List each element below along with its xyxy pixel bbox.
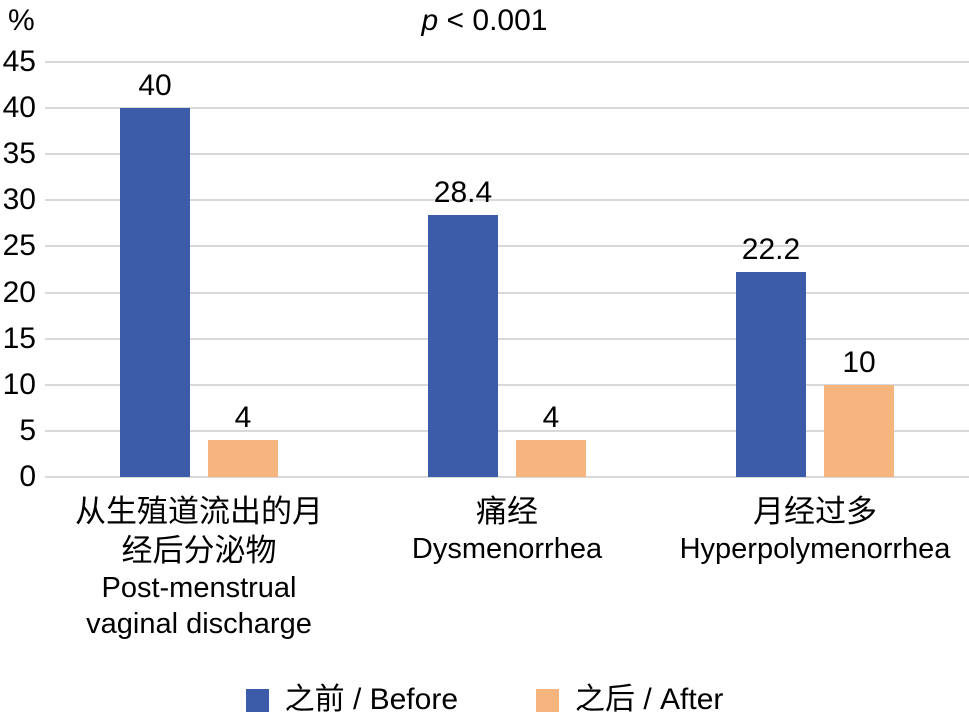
y-tick-label-20: 20 xyxy=(2,275,36,309)
y-tick-label-25: 25 xyxy=(2,229,36,263)
category-label-2: 月经过多 Hyperpolymenorrhea xyxy=(661,492,969,642)
gridline-45 xyxy=(45,61,969,63)
before-swatch-icon xyxy=(245,688,269,712)
x-axis-labels: 从生殖道流出的月 经后分泌物 Post-menstrual vaginal disch… xyxy=(45,492,969,642)
y-tick-label-10: 10 xyxy=(2,367,36,401)
before-bar-2: 22.2 xyxy=(736,234,806,477)
category-en-line: vaginal discharge xyxy=(86,608,312,640)
bar-value-label: 28.4 xyxy=(433,176,493,210)
gridline-25 xyxy=(45,245,969,248)
bar-groups: 40 4 28.4 4 22.2 10 xyxy=(45,62,969,477)
legend: 之前 / Before 之后 / After xyxy=(0,684,969,716)
gridline-5 xyxy=(45,429,969,432)
category-zh-line: 痛经 xyxy=(476,494,538,529)
after-swatch-icon xyxy=(536,688,560,712)
gridline-15 xyxy=(45,337,969,340)
bar-group-2: 22.2 10 xyxy=(661,62,969,477)
y-tick-label-5: 5 xyxy=(19,413,36,447)
category-zh-line: 月经过多 xyxy=(753,494,877,529)
legend-label: 之后 / After xyxy=(575,683,724,716)
y-tick-label-35: 35 xyxy=(2,137,36,171)
p-value-text: < 0.001 xyxy=(438,4,548,37)
y-tick-label-40: 40 xyxy=(2,91,36,125)
bar-value-label: 4 xyxy=(234,401,252,435)
category-en-line: Hyperpolymenorrhea xyxy=(679,533,951,565)
category-en-line: Dysmenorrhea xyxy=(411,533,603,565)
y-axis-ticks: 0 5 10 15 20 25 30 35 40 45 xyxy=(0,47,36,492)
legend-item-before: 之前 / Before xyxy=(245,683,459,716)
before-bar-0: 40 xyxy=(120,70,190,477)
gridline-40 xyxy=(45,107,969,110)
legend-label: 之前 / Before xyxy=(284,683,459,716)
legend-item-after: 之后 / After xyxy=(536,684,723,716)
after-bar-0: 4 xyxy=(208,402,278,477)
bar-value-label: 4 xyxy=(542,401,560,435)
y-axis-unit-label: % xyxy=(8,4,35,37)
category-label-0: 从生殖道流出的月 经后分泌物 Post-menstrual vaginal disch… xyxy=(45,492,353,642)
category-zh-line: 经后分泌物 xyxy=(121,533,277,568)
y-tick-label-0: 0 xyxy=(19,460,36,493)
gridline-20 xyxy=(45,291,969,294)
category-zh-line: 从生殖道流出的月 xyxy=(75,494,323,529)
bar-value-label: 40 xyxy=(138,69,172,103)
chart-title: p < 0.001 xyxy=(0,4,969,38)
after-bar-1: 4 xyxy=(516,402,586,477)
gridline-35 xyxy=(45,153,969,156)
bar-group-1: 28.4 4 xyxy=(353,62,661,477)
bar-group-0: 40 4 xyxy=(45,62,353,477)
bar-value-label: 22.2 xyxy=(741,233,801,267)
before-bar-1: 28.4 xyxy=(428,177,498,477)
category-label-1: 痛经 Dysmenorrhea xyxy=(353,492,661,642)
after-bar-2: 10 xyxy=(824,346,894,477)
gridline-10 xyxy=(45,383,969,386)
bar-value-label: 10 xyxy=(842,345,876,379)
gridline-0 xyxy=(45,476,969,478)
gridline-30 xyxy=(45,199,969,202)
category-en-line: Post-menstrual xyxy=(101,572,297,604)
p-value-symbol: p xyxy=(421,4,439,37)
y-tick-label-45: 45 xyxy=(2,45,36,78)
y-tick-label-15: 15 xyxy=(2,321,36,355)
y-tick-label-30: 30 xyxy=(2,183,36,217)
plot-area: 40 4 28.4 4 22.2 10 xyxy=(45,61,969,478)
